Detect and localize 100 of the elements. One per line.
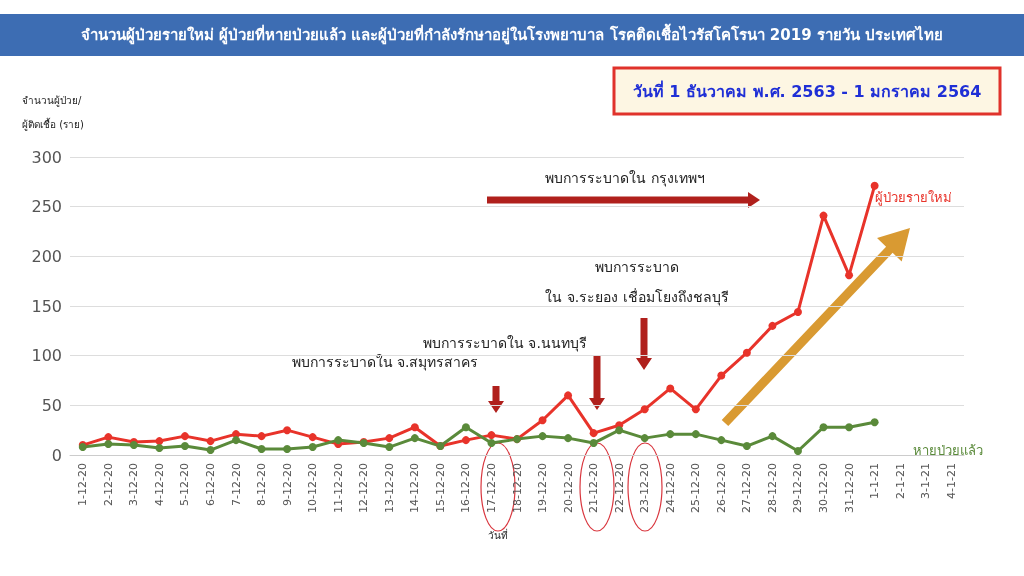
point [742,348,751,357]
point [385,443,394,452]
point [461,436,470,445]
point [691,430,700,439]
point [666,384,675,393]
text: หายป่วยแล้ว [912,442,983,458]
x-tick-label: 27-12-20 [740,463,754,513]
point [334,436,343,445]
x-tick-label: 11-12-20 [331,463,345,513]
point [206,446,215,455]
point [283,426,292,435]
point [487,431,496,440]
series-label: ผู้ป่วยรายใหม่ [874,190,952,207]
point [308,433,317,442]
x-tick-label: 28-12-20 [765,463,779,513]
x-tick-label: 21-12-20 [587,463,601,513]
x-tick-label: 26-12-20 [714,463,728,513]
x-tick-label: 7-12-20 [229,463,243,506]
point [257,432,266,441]
x-tick-label: 9-12-20 [280,463,294,506]
point [232,436,241,445]
x-tick-label: 2-12-20 [101,463,115,506]
point [564,434,573,443]
annotation: พบการระบาดใน กรุงเทพฯ [545,170,705,187]
x-tick-label: 3-12-20 [127,463,141,506]
y-tick-label: 200 [31,246,62,266]
point [564,391,573,400]
x-tick-label: 29-12-20 [791,463,805,513]
point [768,432,777,441]
y-tick-label: 0 [51,445,62,465]
point [538,416,547,425]
x-tick-label: 19-12-20 [536,463,550,513]
point [640,434,649,443]
point [487,439,496,448]
x-tick-label: 1-1-21 [868,463,882,499]
x-tick-label: 23-12-20 [638,463,652,513]
x-axis-title: วันที่ [488,527,508,541]
x-tick-label: 13-12-20 [382,463,396,513]
x-tick-label: 24-12-20 [663,463,677,513]
point [691,405,700,414]
point [180,432,189,441]
point [385,434,394,443]
point [155,444,164,453]
y-tick-label: 250 [31,197,62,217]
y-tick-label: 300 [31,147,62,167]
x-tick-label: 10-12-20 [306,463,320,513]
point [819,211,828,220]
x-tick-label: 20-12-20 [561,463,575,513]
point [870,181,879,190]
point [461,423,470,432]
point [666,430,675,439]
point [104,440,113,449]
x-tick-label: 3-1-21 [919,463,933,499]
x-tick-label: 1-12-20 [76,463,90,506]
x-tick-label: 15-12-20 [433,463,447,513]
x-tick-label: 4-12-20 [152,463,166,506]
point [180,442,189,451]
point [717,436,726,445]
x-tick-label: 16-12-20 [459,463,473,513]
annotation: พบการระบาดใน จ.นนทบุรี [423,335,587,352]
point [742,442,751,451]
x-tick-label: 31-12-20 [842,463,856,513]
chart-title: จำนวนผู้ป่วยรายใหม่ ผู้ป่วยที่หายป่วยแล้ว และผู้ป่วยที่กำลังรักษาอยู่ในโรงพยาบาล โรคติดเชื้อไวรัสโคโรนา 2019 รายวัน ประเทศไทย [80,23,944,45]
point [283,445,292,454]
point [104,433,113,442]
point [538,432,547,441]
point [845,423,854,432]
y-tick-label: 100 [31,346,62,366]
point [257,445,266,454]
x-tick-label: 8-12-20 [255,463,269,506]
annotation: พบการระบาด ใน จ.ระยอง เชื่อมโยงถึงชลบุรี [545,259,729,306]
x-tick-label: 18-12-20 [510,463,524,513]
x-tick-label: 30-12-20 [817,463,831,513]
x-tick-label: 17-12-20 [484,463,498,513]
annotation: พบการระบาดใน จ.สมุทรสาคร [291,354,479,371]
chart-subtitle: วันที่ 1 ธันวาคม พ.ศ. 2563 - 1 มกราคม 2564 [632,79,982,101]
x-tick-label: 14-12-20 [408,463,422,513]
point [410,434,419,443]
point [155,437,164,446]
text: จำนวนผู้ป่วย/ ผู้ติดเชื้อ (ราย) [22,94,84,130]
point [793,307,802,316]
point [589,429,598,438]
point [870,418,879,427]
x-tick-label: 12-12-20 [357,463,371,513]
x-tick-label: 6-12-20 [203,463,217,506]
point [640,405,649,414]
point [793,447,802,456]
point [589,439,598,448]
point [410,423,419,432]
point [717,371,726,380]
x-tick-label: 4-1-21 [944,463,958,499]
point [845,271,854,280]
y-tick-label: 50 [41,395,62,415]
point [819,423,828,432]
point [308,443,317,452]
point [615,426,624,435]
x-tick-label: 22-12-20 [612,463,626,513]
point [768,321,777,330]
x-tick-label: 5-12-20 [178,463,192,506]
y-tick-label: 150 [31,296,62,316]
